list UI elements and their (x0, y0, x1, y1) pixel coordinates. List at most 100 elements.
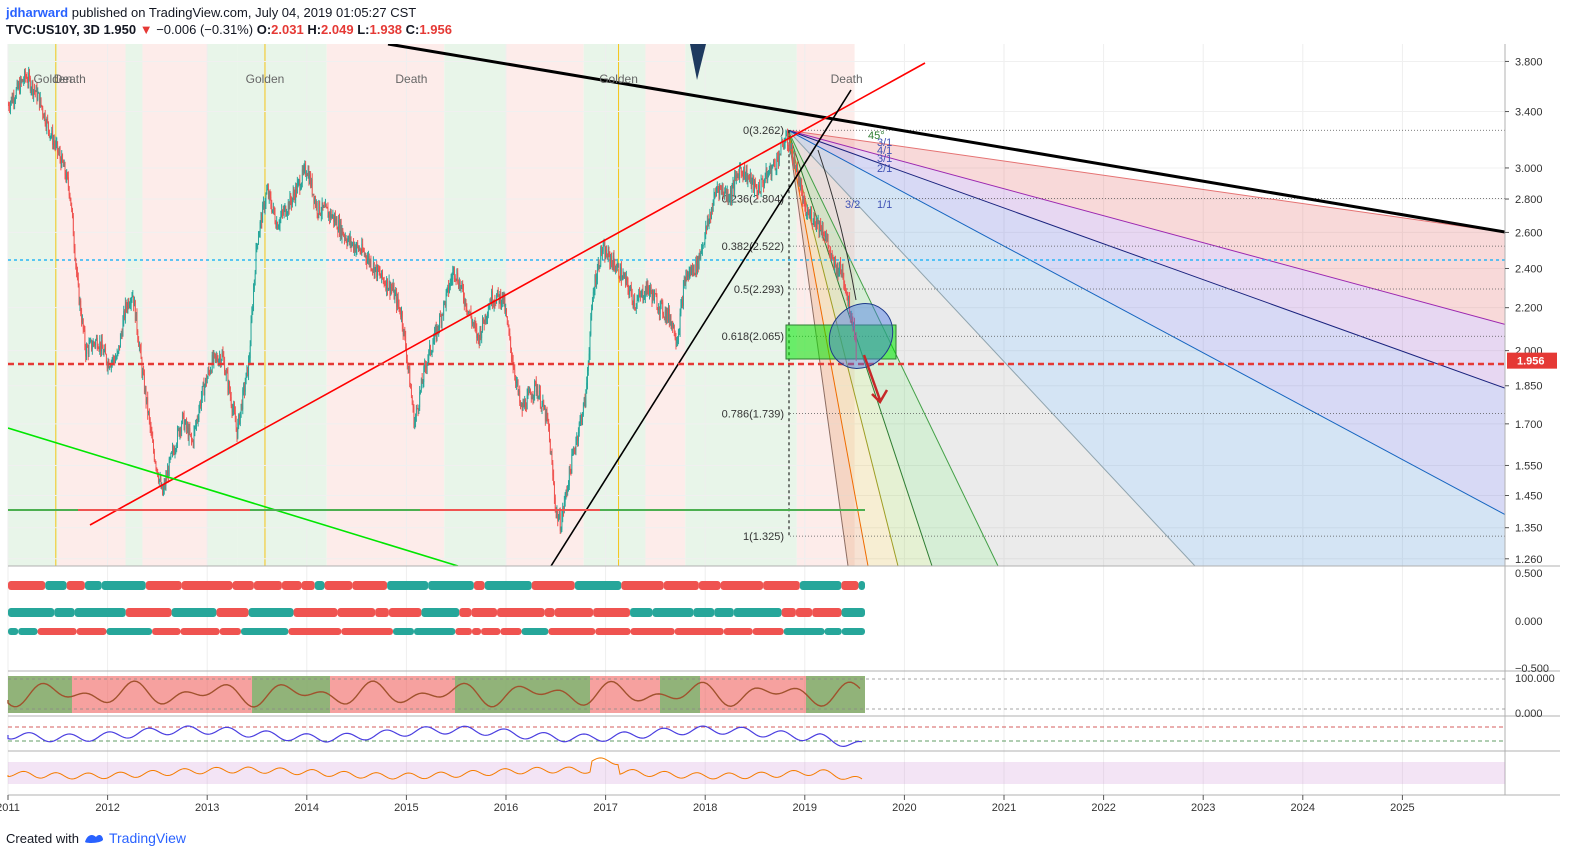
price-candle-body (307, 171, 309, 176)
gann-fan-ray (787, 129, 1505, 325)
price-candle-body (271, 205, 273, 213)
price-candle-body (350, 237, 352, 246)
price-candle-body (72, 215, 74, 237)
price-candle-body (13, 95, 15, 103)
price-candle-body (299, 180, 301, 190)
signal-heat-bar (8, 628, 19, 635)
price-candle-body (406, 359, 408, 363)
time-tick-label: 2014 (295, 802, 319, 814)
price-candle-body (368, 256, 369, 259)
price-candle-body (835, 261, 836, 266)
price-candle-body (375, 264, 377, 268)
price-candle-body (615, 269, 617, 271)
price-candle-body (343, 235, 345, 237)
price-candle-body (53, 140, 55, 144)
price-candle-body (806, 210, 808, 215)
price-candle-body (66, 173, 68, 181)
price-candle-body (153, 442, 154, 452)
tradingview-link[interactable]: TradingView (108, 830, 187, 846)
signal-heat-bar (18, 628, 38, 635)
price-candle-body (509, 333, 511, 338)
price-candle-body (55, 142, 57, 147)
price-candle-body (737, 173, 739, 176)
price-candle-body (316, 203, 318, 214)
price-tick-label: 1.700 (1515, 419, 1543, 431)
price-candle-body (266, 189, 268, 194)
price-candle-body (321, 202, 323, 214)
price-candle-body (684, 280, 686, 284)
price-candle-body (854, 335, 856, 338)
price-candle-body (322, 202, 324, 208)
price-candle-body (783, 143, 785, 149)
price-candle-body (29, 73, 30, 78)
price-candle-body (504, 296, 506, 312)
signal-heat-bar (337, 608, 376, 617)
signal-heat-bar (281, 581, 302, 590)
price-candle-body (251, 311, 253, 322)
price-candle-body (706, 220, 708, 230)
price-candle-body (727, 191, 729, 201)
price-candle-body (582, 414, 583, 422)
price-candle-body (353, 242, 354, 251)
price-candle-body (398, 304, 400, 307)
price-candle-body (84, 329, 86, 347)
price-candle-body (379, 271, 381, 276)
price-candle-body (125, 302, 127, 308)
price-candle-body (735, 175, 736, 178)
price-candle-body (721, 186, 722, 190)
price-candle-body (718, 188, 720, 196)
price-candle-body (767, 173, 769, 181)
price-candle-body (679, 313, 681, 332)
price-candle-body (571, 454, 573, 474)
price-candle-body (661, 301, 663, 303)
price-candle-body (635, 307, 636, 309)
price-candle-body (20, 78, 21, 93)
price-candle-body (30, 89, 32, 91)
price-candle-body (407, 362, 409, 368)
price-candle-body (697, 256, 698, 273)
price-candle-body (229, 382, 230, 393)
price-candle-body (793, 156, 795, 164)
price-candle-body (497, 289, 499, 295)
signal-heat-bar (733, 608, 782, 617)
price-candle-body (852, 322, 854, 327)
price-axis: 3.8003.4003.0002.8002.6002.4002.2002.000… (1505, 56, 1557, 720)
price-candle-body (704, 234, 706, 244)
price-candle-body (27, 81, 29, 83)
price-candle-body (666, 309, 668, 321)
price-candle-body (649, 287, 651, 291)
price-candle-body (598, 261, 600, 269)
price-candle-body (658, 308, 659, 311)
price-candle-body (120, 335, 121, 348)
price-candle-body (594, 276, 596, 292)
price-candle-body (272, 206, 274, 210)
price-candle-body (344, 235, 345, 239)
price-candle-body (263, 202, 265, 210)
price-candle-body (199, 402, 201, 411)
price-candle-body (8, 105, 10, 108)
price-candle-body (248, 358, 250, 361)
fib-level-label: 0.236(2.804) (722, 193, 784, 205)
price-candle-body (525, 408, 527, 410)
signal-heat-bar (630, 608, 653, 617)
price-candle-body (433, 339, 435, 345)
ohlc-legend: TVC:US10Y, 3D 1.950 ▼ −0.006 (−0.31%) O:… (6, 22, 452, 37)
price-candle-body (713, 194, 715, 204)
price-candle-body (346, 241, 348, 245)
price-candle-body (444, 301, 446, 306)
price-candle-body (792, 145, 793, 164)
price-candle-body (632, 300, 634, 306)
price-candle-body (816, 218, 817, 227)
regime-band (326, 44, 445, 566)
price-candle-body (167, 469, 168, 479)
price-candle-body (82, 319, 83, 323)
price-candle-body (51, 130, 53, 136)
author-link[interactable]: jdharward (6, 5, 69, 20)
signal-heat-bar (54, 608, 75, 617)
price-candle-body (719, 186, 721, 196)
signal-heat-bar (763, 581, 800, 590)
price-candle-body (29, 77, 31, 91)
price-candle-body (221, 352, 223, 360)
regime-band (506, 44, 584, 566)
